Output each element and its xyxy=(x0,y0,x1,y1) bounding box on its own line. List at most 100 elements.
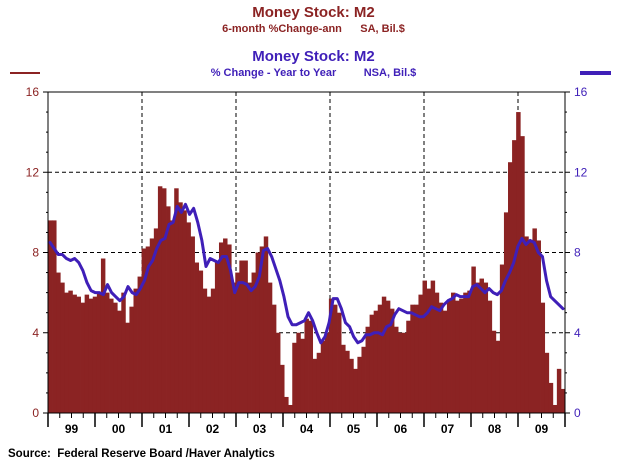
bar xyxy=(235,272,240,413)
bar xyxy=(129,306,134,413)
bar xyxy=(64,292,69,414)
bar xyxy=(186,222,191,413)
bar xyxy=(72,294,77,413)
bar xyxy=(60,282,65,413)
bar xyxy=(68,290,73,413)
y-tick-label-right: 0 xyxy=(574,406,581,420)
bar xyxy=(76,296,81,413)
bar xyxy=(377,304,383,413)
bar xyxy=(422,280,427,413)
bar xyxy=(251,272,257,413)
bar xyxy=(52,220,57,413)
bar xyxy=(512,140,517,413)
bar xyxy=(133,288,138,413)
bar xyxy=(92,296,98,413)
bar xyxy=(410,304,415,413)
bar xyxy=(284,396,289,413)
chart-subtitle-secondary: % Change - Year to Year NSA, Bil.$ xyxy=(210,67,417,79)
y-tick-label-left: 0 xyxy=(32,406,39,420)
bar xyxy=(361,346,366,413)
bar-series xyxy=(48,112,566,414)
bar xyxy=(308,320,314,413)
bar xyxy=(182,210,187,413)
bar xyxy=(223,238,228,413)
bar xyxy=(552,404,558,413)
bar xyxy=(345,350,350,413)
bar xyxy=(214,260,220,413)
bar xyxy=(548,382,554,413)
bar xyxy=(438,302,444,413)
bar xyxy=(475,282,480,413)
y-tick-label-left: 16 xyxy=(26,85,40,99)
bar xyxy=(373,310,379,413)
bar xyxy=(247,282,252,413)
bar xyxy=(406,320,411,413)
bar xyxy=(337,312,342,413)
bar xyxy=(418,294,423,413)
bar xyxy=(109,298,114,413)
bar xyxy=(174,188,179,413)
chart-title-primary: Money Stock: M2 xyxy=(252,4,375,21)
bar xyxy=(430,280,436,413)
bar xyxy=(121,292,126,414)
x-tick-label: 06 xyxy=(394,422,408,436)
bar xyxy=(426,288,432,413)
bar xyxy=(194,262,200,413)
bar xyxy=(263,236,269,413)
bar xyxy=(56,272,61,413)
bar xyxy=(296,332,301,413)
bar xyxy=(166,206,171,413)
bar xyxy=(499,264,505,413)
bar xyxy=(540,302,546,413)
bar xyxy=(491,330,497,413)
bar xyxy=(280,364,285,413)
line-series xyxy=(48,202,565,345)
bar xyxy=(190,236,195,413)
bar xyxy=(394,326,399,413)
bar xyxy=(292,342,297,413)
bar xyxy=(113,302,118,413)
source-note: Source: Federal Reserve Board /Haver Ana… xyxy=(8,448,275,460)
bar xyxy=(84,294,90,413)
bar xyxy=(227,244,232,413)
bar xyxy=(556,368,562,413)
bar xyxy=(48,220,53,413)
bar xyxy=(231,282,236,413)
bar xyxy=(300,338,305,413)
bar xyxy=(524,236,529,413)
bar xyxy=(275,332,281,413)
bar xyxy=(206,296,212,413)
x-tick-label: 08 xyxy=(488,422,502,436)
bar xyxy=(357,356,362,413)
bar xyxy=(304,318,309,413)
x-tick-label: 04 xyxy=(300,422,314,436)
series-line xyxy=(48,202,565,345)
y-tick-label-left: 12 xyxy=(26,165,40,179)
bar xyxy=(495,340,501,413)
bar xyxy=(503,212,509,414)
bar xyxy=(88,298,94,413)
y-tick-label-left: 4 xyxy=(32,326,39,340)
bar xyxy=(178,202,183,413)
bar xyxy=(508,162,513,413)
bar xyxy=(267,282,273,413)
bar xyxy=(442,310,448,413)
bar xyxy=(434,292,440,414)
bar xyxy=(365,326,370,413)
bar xyxy=(161,188,167,413)
bar xyxy=(385,300,391,413)
bar xyxy=(80,302,86,413)
bar xyxy=(255,252,261,413)
bar xyxy=(402,332,407,413)
bar xyxy=(353,368,358,413)
bar xyxy=(520,136,525,413)
bar xyxy=(459,298,464,413)
bar xyxy=(369,314,375,413)
bar xyxy=(96,292,102,414)
bar xyxy=(218,242,224,413)
bar xyxy=(451,292,456,414)
chart-title-secondary: Money Stock: M2 xyxy=(252,48,375,65)
x-tick-label: 07 xyxy=(441,422,455,436)
bar xyxy=(328,298,334,413)
